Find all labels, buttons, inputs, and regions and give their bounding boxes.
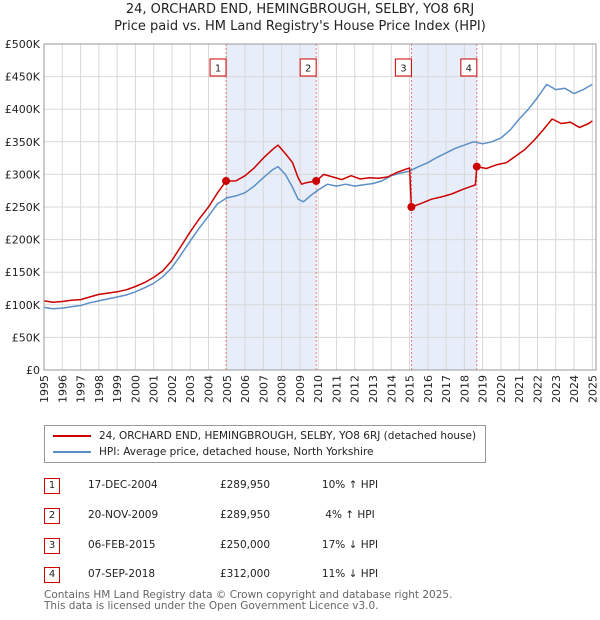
sale-hpi-change: 4% ↑ HPI (325, 509, 375, 521)
x-tick-label: 2017 (440, 375, 453, 403)
sale-label: 2 (305, 64, 311, 75)
footer-copyright: Contains HM Land Registry data © Crown c… (44, 589, 453, 601)
x-tick-label: 1997 (75, 375, 88, 403)
y-tick-label: £300K (5, 168, 41, 181)
sale-price: £289,950 (219, 479, 271, 491)
x-tick-label: 2008 (276, 375, 289, 403)
sale-date: 20-NOV-2009 (88, 509, 159, 521)
legend-item-hpi: HPI: Average price, detached house, Nort… (53, 444, 374, 460)
x-tick-label: 2004 (203, 375, 216, 403)
sale-label: 3 (400, 64, 406, 75)
x-tick-label: 2025 (586, 375, 599, 403)
sale-number-badge: 3 (44, 538, 60, 554)
x-tick-label: 2013 (367, 375, 380, 403)
x-tick-label: 2023 (550, 375, 563, 403)
sale-point (472, 162, 481, 171)
sale-number-badge: 2 (44, 508, 60, 524)
x-tick-label: 2012 (349, 375, 362, 403)
y-tick-label: £450K (5, 71, 41, 84)
y-tick-label: £350K (5, 136, 41, 149)
sale-number-badge: 4 (44, 567, 60, 583)
sale-number-badge: 1 (44, 478, 60, 494)
legend-swatch-hpi (53, 451, 91, 453)
legend: 24, ORCHARD END, HEMINGBROUGH, SELBY, YO… (44, 425, 486, 463)
chart-subtitle: Price paid vs. HM Land Registry's House … (114, 19, 486, 34)
sale-label-box (209, 58, 227, 77)
x-tick-label: 2003 (184, 375, 197, 403)
x-tick-label: 2005 (221, 375, 234, 403)
x-tick-label: 2011 (330, 375, 343, 403)
x-tick-label: 1999 (111, 375, 124, 403)
table-row: 1 17-DEC-2004 £289,950 10% ↑ HPI (0, 478, 600, 496)
sale-price: £250,000 (219, 539, 271, 551)
x-tick-label: 2007 (257, 375, 270, 403)
x-tick-label: 2018 (458, 375, 471, 403)
sale-point (222, 176, 231, 185)
price-chart: 1 2 3 4 £0 £50K £100K £150K £200K £250K £300K £350… (5, 38, 600, 403)
sale-date: 06-FEB-2015 (88, 539, 156, 551)
sale-label: 1 (215, 64, 221, 75)
sale-price: £312,000 (219, 568, 271, 580)
sale-label-box (299, 58, 317, 77)
series-line-hpi (43, 83, 593, 310)
x-tick-label: 2002 (166, 375, 179, 403)
x-tick-label: 2024 (568, 375, 581, 403)
x-tick-label: 2019 (477, 375, 490, 403)
x-tick-label: 2014 (385, 375, 398, 403)
legend-label-property: 24, ORCHARD END, HEMINGBROUGH, SELBY, YO… (99, 430, 477, 442)
x-tick-label: 1996 (56, 375, 69, 403)
plot-frame (43, 43, 597, 371)
legend-item-property: 24, ORCHARD END, HEMINGBROUGH, SELBY, YO… (53, 428, 476, 444)
x-tick-label: 2021 (513, 375, 526, 403)
sale-point (407, 203, 416, 211)
y-tick-label: £250K (5, 201, 41, 214)
footer-licence: This data is licensed under the Open Gov… (44, 600, 379, 612)
x-tick-label: 2000 (129, 375, 142, 403)
x-tick-label: 2006 (239, 375, 252, 403)
sale-label: 4 (466, 64, 472, 75)
sale-hpi-change: 10% ↑ HPI (321, 479, 379, 491)
x-tick-label: 2020 (495, 375, 508, 403)
legend-swatch-property (53, 435, 91, 437)
x-tick-label: 1995 (38, 375, 51, 403)
sale-date: 07-SEP-2018 (88, 568, 156, 580)
y-tick-label: £150K (5, 266, 41, 279)
y-tick-label: £100K (5, 299, 41, 312)
x-tick-label: 1998 (93, 375, 106, 403)
x-tick-label: 2015 (404, 375, 417, 403)
legend-label-hpi: HPI: Average price, detached house, Nort… (99, 446, 374, 458)
x-tick-label: 2009 (294, 375, 307, 403)
y-tick-label: £50K (12, 331, 41, 344)
sale-labels: 1 2 3 4 (209, 58, 478, 77)
y-tick-label: £200K (5, 234, 41, 247)
sale-point (312, 176, 321, 185)
chart-title: 24, ORCHARD END, HEMINGBROUGH, SELBY, YO… (125, 2, 475, 17)
sale-hpi-change: 17% ↓ HPI (321, 539, 379, 551)
table-row: 2 20-NOV-2009 £289,950 4% ↑ HPI (0, 508, 600, 526)
table-row: 4 07-SEP-2018 £312,000 11% ↓ HPI (0, 567, 600, 585)
x-tick-label: 2001 (148, 375, 161, 403)
sale-label-box (460, 58, 478, 77)
y-tick-label: £500K (5, 38, 41, 51)
x-tick-label: 2022 (532, 375, 545, 403)
sale-price: £289,950 (219, 509, 271, 521)
y-tick-label: £400K (5, 103, 41, 116)
sale-points (222, 162, 481, 211)
sale-date: 17-DEC-2004 (88, 479, 158, 491)
sale-hpi-change: 11% ↓ HPI (321, 568, 379, 580)
x-tick-label: 2010 (312, 375, 325, 403)
axis-layer: £0 £50K £100K £150K £200K £250K £300K £350K £400… (5, 38, 600, 403)
table-row: 3 06-FEB-2015 £250,000 17% ↓ HPI (0, 538, 600, 556)
y-tick-label: £0 (26, 364, 40, 377)
sale-label-box (394, 58, 412, 77)
x-tick-label: 2016 (422, 375, 435, 403)
